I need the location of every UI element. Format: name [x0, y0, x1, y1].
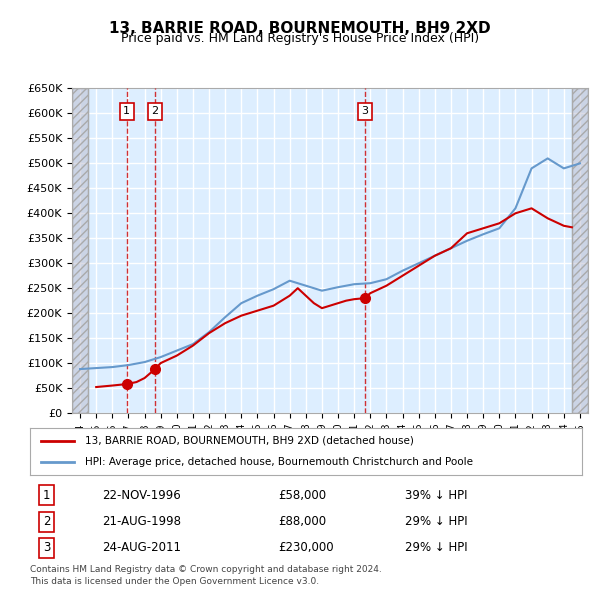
Bar — [72, 88, 88, 413]
Text: 24-AUG-2011: 24-AUG-2011 — [102, 542, 181, 555]
Text: 13, BARRIE ROAD, BOURNEMOUTH, BH9 2XD: 13, BARRIE ROAD, BOURNEMOUTH, BH9 2XD — [109, 21, 491, 35]
Text: 21-AUG-1998: 21-AUG-1998 — [102, 515, 181, 528]
Text: 1: 1 — [124, 106, 130, 116]
Text: 22-NOV-1996: 22-NOV-1996 — [102, 489, 181, 502]
Text: Price paid vs. HM Land Registry's House Price Index (HPI): Price paid vs. HM Land Registry's House … — [121, 32, 479, 45]
Text: 29% ↓ HPI: 29% ↓ HPI — [406, 542, 468, 555]
Text: 39% ↓ HPI: 39% ↓ HPI — [406, 489, 468, 502]
Text: 29% ↓ HPI: 29% ↓ HPI — [406, 515, 468, 528]
Text: 3: 3 — [43, 542, 50, 555]
Text: Contains HM Land Registry data © Crown copyright and database right 2024.: Contains HM Land Registry data © Crown c… — [30, 565, 382, 574]
Text: £230,000: £230,000 — [278, 542, 334, 555]
Text: 13, BARRIE ROAD, BOURNEMOUTH, BH9 2XD (detached house): 13, BARRIE ROAD, BOURNEMOUTH, BH9 2XD (d… — [85, 436, 414, 446]
Bar — [572, 88, 588, 413]
Text: HPI: Average price, detached house, Bournemouth Christchurch and Poole: HPI: Average price, detached house, Bour… — [85, 457, 473, 467]
Text: 2: 2 — [151, 106, 158, 116]
Text: 3: 3 — [361, 106, 368, 116]
Text: £88,000: £88,000 — [278, 515, 326, 528]
Bar — [72, 88, 88, 413]
Bar — [572, 88, 588, 413]
Text: 1: 1 — [43, 489, 50, 502]
Text: £58,000: £58,000 — [278, 489, 326, 502]
Text: 2: 2 — [43, 515, 50, 528]
Text: This data is licensed under the Open Government Licence v3.0.: This data is licensed under the Open Gov… — [30, 577, 319, 586]
